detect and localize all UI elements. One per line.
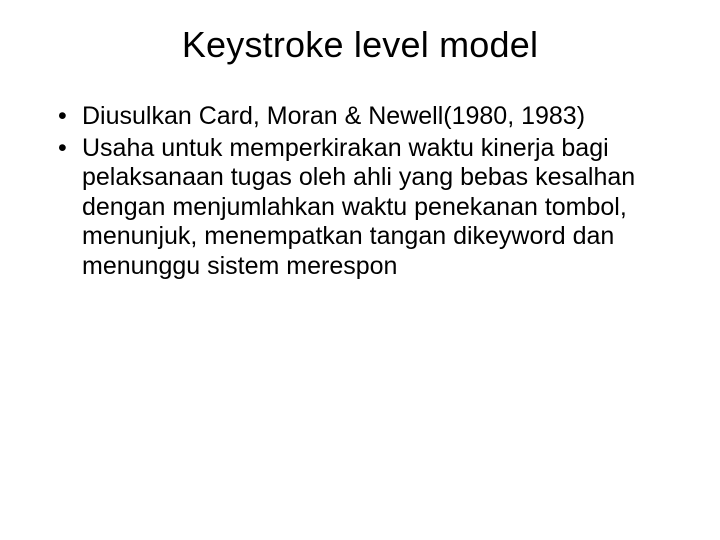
bullet-list: Diusulkan Card, Moran & Newell(1980, 198… (54, 102, 666, 281)
slide-body: Diusulkan Card, Moran & Newell(1980, 198… (0, 102, 720, 281)
slide: Keystroke level model Diusulkan Card, Mo… (0, 0, 720, 540)
bullet-item: Diusulkan Card, Moran & Newell(1980, 198… (54, 102, 666, 132)
bullet-item: Usaha untuk memperkirakan waktu kinerja … (54, 134, 666, 282)
slide-title: Keystroke level model (0, 24, 720, 66)
